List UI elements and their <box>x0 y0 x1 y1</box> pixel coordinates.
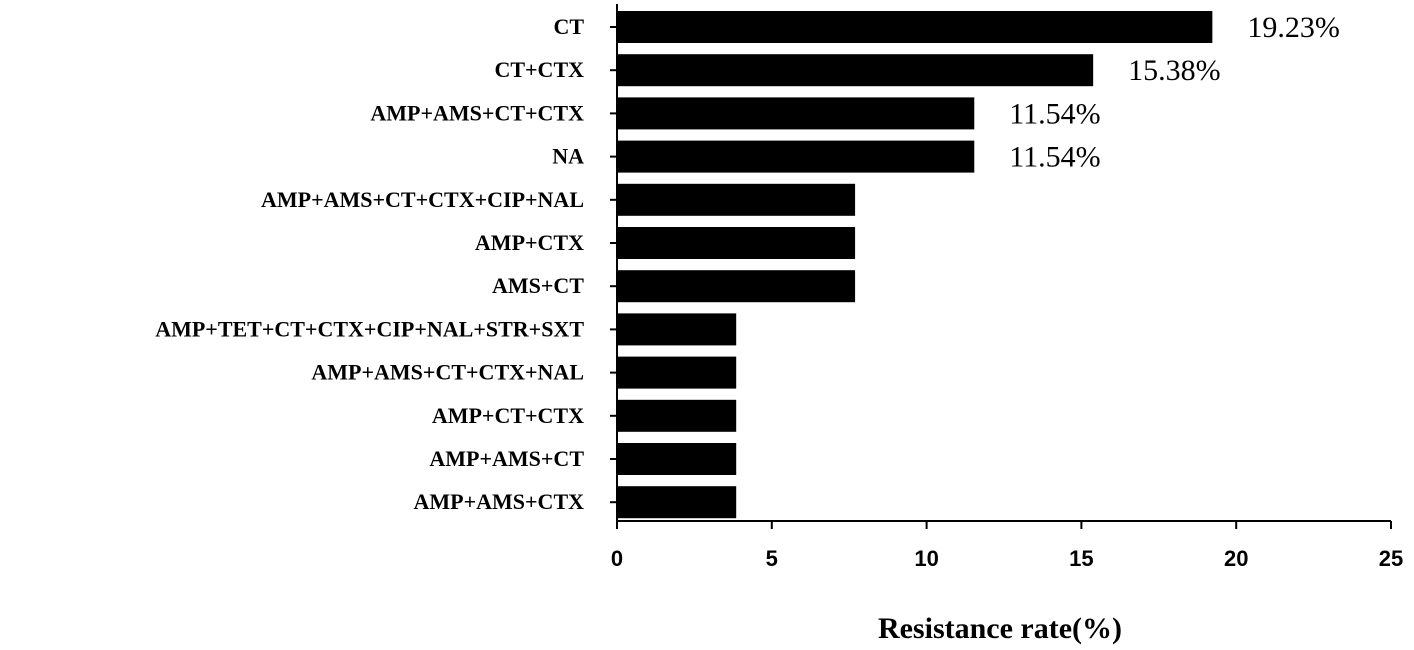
x-tick-label: 25 <box>1379 546 1403 571</box>
category-label: CT+CTX <box>494 57 584 82</box>
category-label: AMP+AMS+CT+CTX+NAL <box>311 360 584 385</box>
bar <box>617 227 856 259</box>
category-label: AMP+TET+CT+CTX+CIP+NAL+STR+SXT <box>155 316 584 341</box>
bar <box>617 270 856 303</box>
x-tick-label: 0 <box>611 546 623 571</box>
bars-group <box>617 11 1213 519</box>
x-tick-label: 20 <box>1224 546 1248 571</box>
category-label: AMP+AMS+CTX <box>414 489 585 514</box>
category-label: AMP+CT+CTX <box>432 403 584 428</box>
x-axis-ticks: 0 5 10 15 20 25 <box>611 521 1403 571</box>
category-label: NA <box>552 144 584 169</box>
category-label: AMP+CTX <box>475 230 584 255</box>
category-label: AMP+AMS+CT+CTX <box>370 100 584 125</box>
data-label: 19.23% <box>1247 11 1340 44</box>
x-tick-label: 10 <box>914 546 938 571</box>
bar <box>617 486 737 519</box>
x-axis-title: Resistance rate(%) <box>878 612 1122 645</box>
bar <box>617 356 737 389</box>
bar <box>617 443 737 475</box>
category-labels: CT CT+CTX AMP+AMS+CT+CTX NA AMP+AMS+CT+CTX+C… <box>155 14 617 514</box>
category-label: AMP+AMS+CT+CTX+CIP+NAL <box>261 187 584 212</box>
bar <box>617 313 737 346</box>
data-label: 11.54% <box>1009 141 1100 174</box>
data-label: 11.54% <box>1009 97 1100 130</box>
data-label: 15.38% <box>1128 54 1221 87</box>
bar <box>617 183 856 216</box>
x-tick-label: 15 <box>1069 546 1093 571</box>
bar <box>617 140 975 173</box>
x-tick-label: 5 <box>766 546 778 571</box>
bar <box>617 11 1213 43</box>
category-label: AMS+CT <box>492 273 584 298</box>
data-labels: 19.23% 15.38% 11.54% 11.54% <box>1009 11 1340 174</box>
category-label: CT <box>553 14 584 39</box>
bar <box>617 399 737 432</box>
category-label: AMP+AMS+CT <box>429 446 584 471</box>
bar <box>617 54 1094 87</box>
bar <box>617 97 975 130</box>
